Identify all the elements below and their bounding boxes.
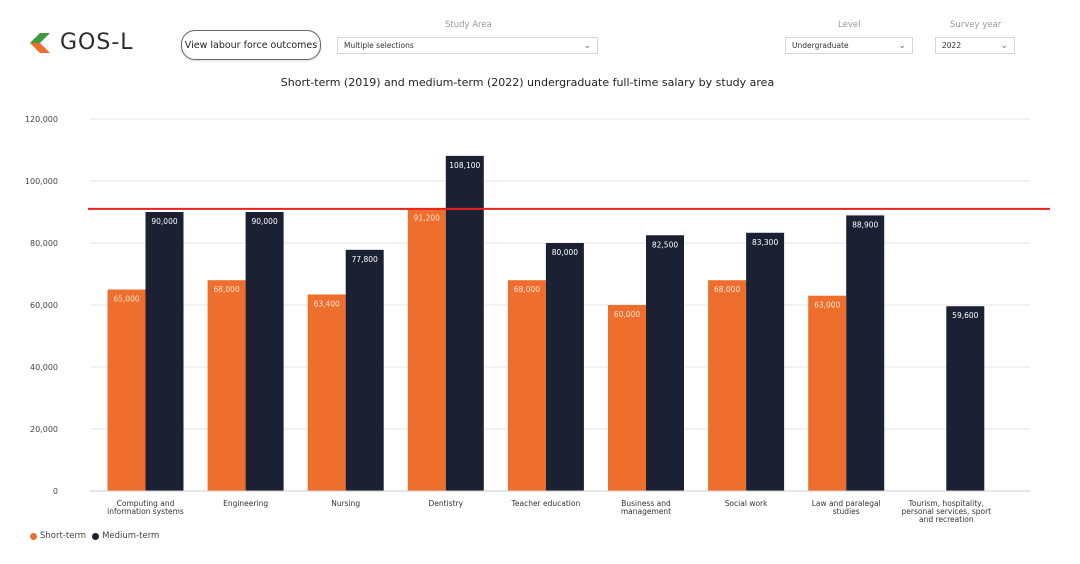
short-term-bar bbox=[307, 294, 346, 491]
medium-term-bar bbox=[545, 243, 584, 491]
data-label: 60,000 bbox=[614, 310, 640, 319]
x-tick-label: Teacher education bbox=[511, 499, 581, 508]
x-tick-label: Dentistry bbox=[429, 499, 464, 508]
level-value: Undergraduate bbox=[792, 41, 849, 50]
data-label: 80,000 bbox=[552, 248, 578, 257]
data-label: 83,300 bbox=[752, 238, 778, 247]
x-tick-label: management bbox=[621, 507, 671, 516]
y-tick-label: 80,000 bbox=[30, 239, 58, 248]
medium-term-bar bbox=[245, 212, 284, 491]
level-label: Level bbox=[838, 20, 861, 30]
legend-dot-medium-term bbox=[92, 532, 100, 540]
data-label: 68,000 bbox=[213, 285, 239, 294]
legend-item-medium-term: Medium-term bbox=[92, 531, 159, 541]
x-tick-label: Engineering bbox=[223, 499, 268, 508]
data-label: 63,000 bbox=[814, 301, 840, 310]
chevron-down-icon: ⌄ bbox=[1000, 41, 1008, 51]
y-tick-label: 100,000 bbox=[25, 177, 58, 186]
medium-term-bar bbox=[345, 249, 384, 491]
study-area-label: Study Area bbox=[445, 20, 492, 30]
short-term-bar bbox=[708, 280, 747, 491]
y-tick-label: 0 bbox=[53, 487, 58, 496]
y-tick-label: 60,000 bbox=[30, 301, 58, 310]
logo-text: GOS-L bbox=[60, 30, 134, 55]
legend: Short-term Medium-term bbox=[30, 531, 165, 541]
x-tick-label: Computing and bbox=[117, 499, 175, 508]
data-label: 82,500 bbox=[652, 240, 678, 249]
medium-term-bar bbox=[145, 212, 184, 491]
chevron-down-icon: ⌄ bbox=[898, 41, 906, 51]
data-label: 77,800 bbox=[352, 255, 378, 264]
data-label: 63,400 bbox=[314, 299, 340, 308]
short-term-bar bbox=[207, 280, 246, 491]
legend-dot-short-term bbox=[30, 532, 37, 540]
survey-year-select[interactable]: 2022 ⌄ bbox=[935, 37, 1015, 54]
data-label: 65,000 bbox=[113, 295, 139, 304]
gos-l-logo: GOS-L bbox=[30, 30, 134, 55]
y-tick-label: 20,000 bbox=[30, 425, 58, 434]
short-term-bar bbox=[608, 305, 646, 491]
data-label: 68,000 bbox=[514, 285, 540, 294]
chart-title: Short-term (2019) and medium-term (2022)… bbox=[280, 76, 775, 89]
data-label: 90,000 bbox=[151, 217, 177, 226]
x-tick-label: information systems bbox=[107, 507, 184, 516]
medium-term-bar bbox=[946, 306, 985, 491]
chevron-down-icon: ⌄ bbox=[583, 41, 591, 51]
survey-year-label: Survey year bbox=[950, 20, 1002, 30]
study-area-select[interactable]: Multiple selections ⌄ bbox=[337, 37, 598, 54]
x-tick-label: and recreation bbox=[919, 515, 974, 524]
medium-term-bar bbox=[646, 235, 684, 491]
survey-year-value: 2022 bbox=[942, 41, 962, 50]
data-label: 68,000 bbox=[714, 285, 740, 294]
level-select[interactable]: Undergraduate ⌄ bbox=[785, 37, 913, 54]
data-label: 108,100 bbox=[449, 161, 480, 170]
x-tick-label: Tourism, hospitality, bbox=[908, 499, 984, 508]
legend-label-short-term: Short-term bbox=[40, 531, 87, 541]
y-tick-label: 120,000 bbox=[25, 115, 58, 124]
data-label: 91,200 bbox=[414, 213, 440, 222]
medium-term-bar bbox=[846, 215, 885, 491]
x-tick-label: Law and paralegal bbox=[812, 499, 881, 508]
short-term-bar bbox=[808, 295, 847, 491]
study-area-value: Multiple selections bbox=[344, 41, 414, 50]
legend-item-short-term: Short-term bbox=[30, 531, 86, 541]
short-term-bar bbox=[407, 208, 446, 491]
short-term-bar bbox=[507, 280, 546, 491]
x-tick-label: Social work bbox=[725, 499, 768, 508]
legend-label-medium-term: Medium-term bbox=[102, 531, 160, 541]
x-tick-label: personal services, sport bbox=[902, 507, 992, 516]
logo-mark-icon bbox=[30, 32, 50, 53]
x-tick-label: studies bbox=[833, 507, 860, 516]
medium-term-bar bbox=[445, 155, 484, 491]
y-tick-label: 40,000 bbox=[30, 363, 58, 372]
data-label: 59,600 bbox=[952, 311, 978, 320]
x-tick-label: Business and bbox=[621, 499, 671, 508]
medium-term-bar bbox=[746, 232, 785, 491]
view-labour-force-outcomes-button[interactable]: View labour force outcomes bbox=[181, 30, 321, 60]
x-tick-label: Nursing bbox=[331, 499, 360, 508]
data-label: 88,900 bbox=[852, 220, 878, 229]
data-label: 90,000 bbox=[251, 217, 277, 226]
short-term-bar bbox=[107, 289, 146, 491]
